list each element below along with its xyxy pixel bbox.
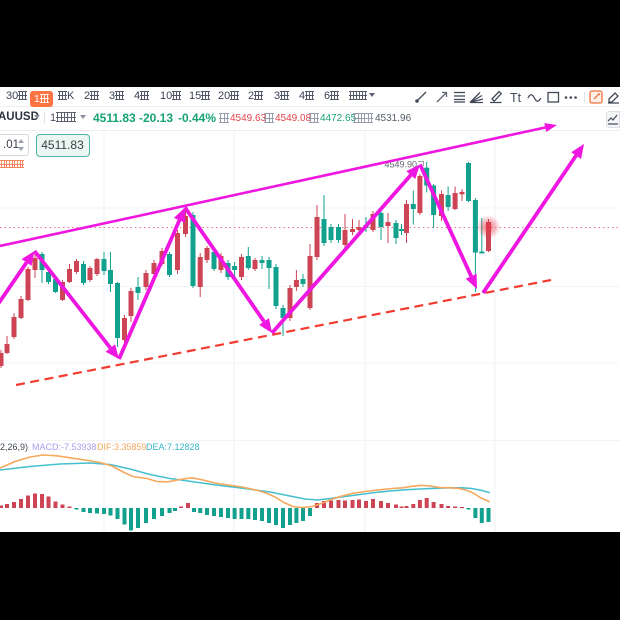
svg-text:4549.90: 4549.90 <box>384 160 417 170</box>
svg-text:Tt: Tt <box>510 91 522 105</box>
